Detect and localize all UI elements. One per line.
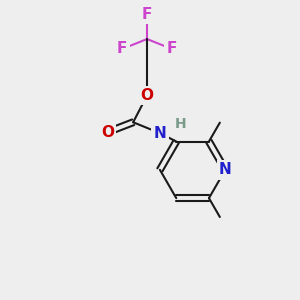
Text: F: F bbox=[117, 41, 128, 56]
Text: O: O bbox=[101, 125, 114, 140]
Text: H: H bbox=[175, 117, 187, 131]
Text: N: N bbox=[219, 162, 232, 177]
Text: F: F bbox=[142, 7, 152, 22]
Text: O: O bbox=[140, 88, 154, 103]
Text: N: N bbox=[154, 126, 166, 141]
Text: F: F bbox=[167, 41, 177, 56]
